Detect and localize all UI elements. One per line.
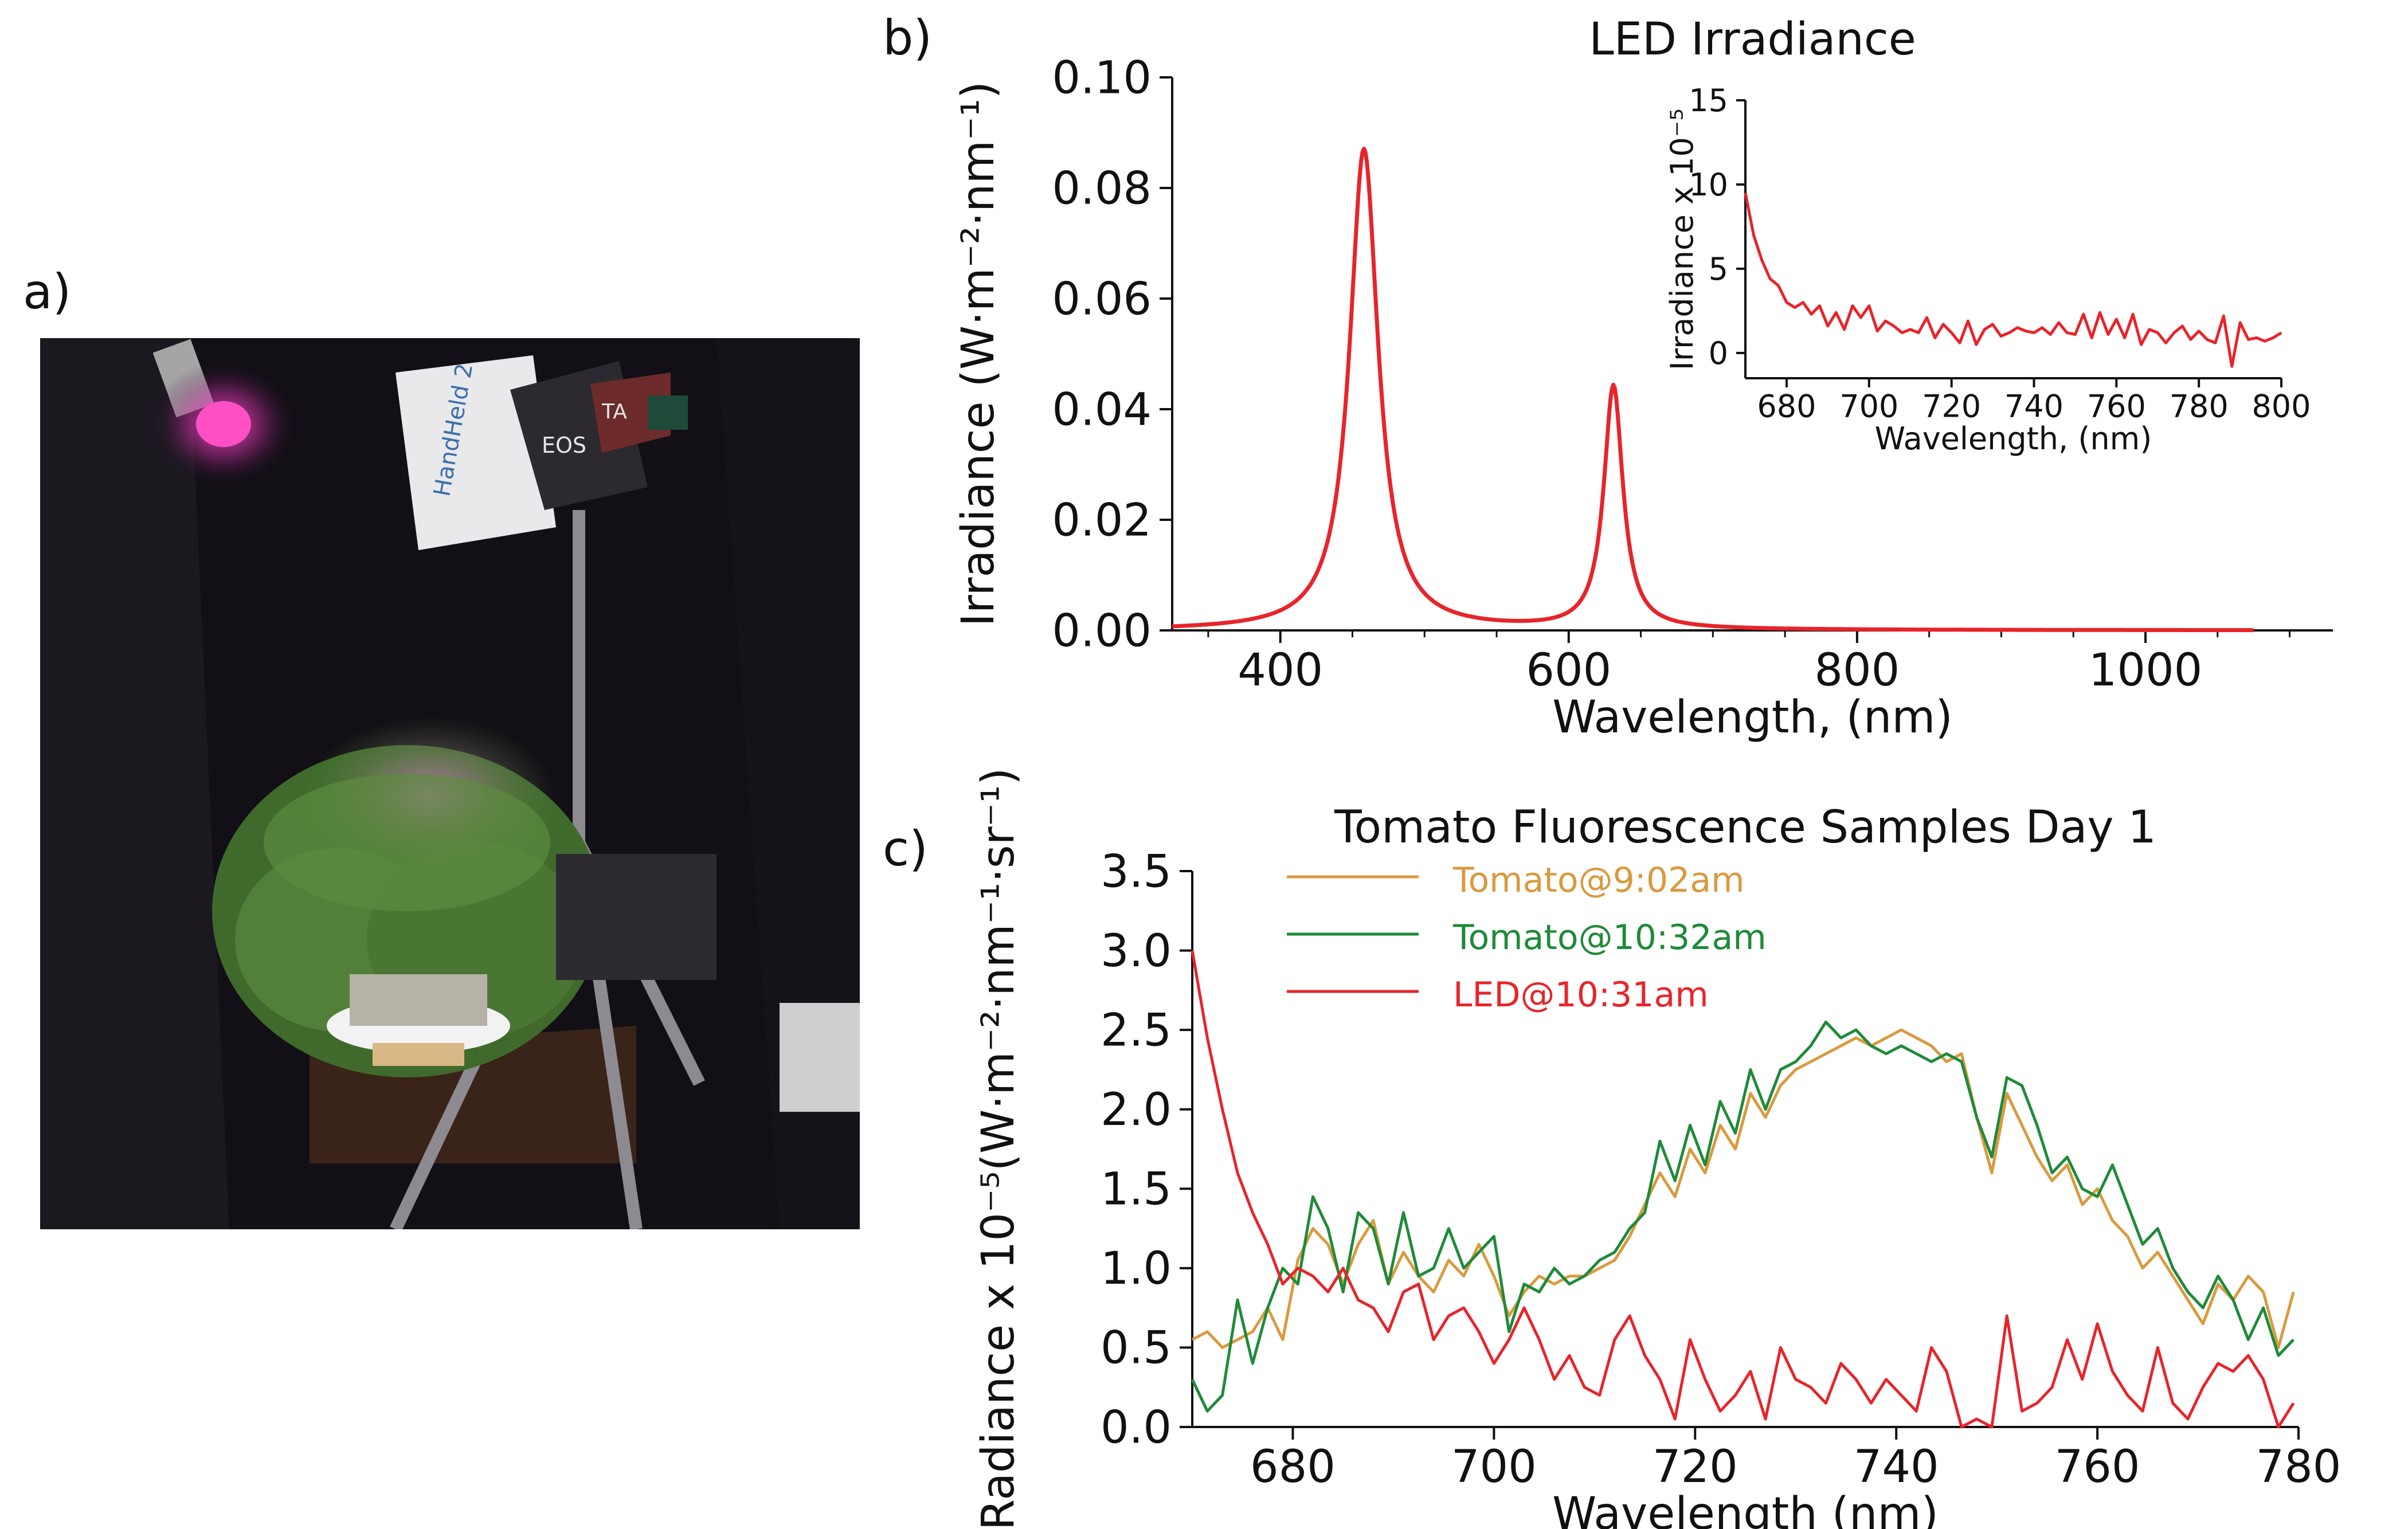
x-tick-label: 800 — [2252, 388, 2311, 424]
strap-text: TA — [601, 400, 627, 424]
x-tick-label: 700 — [1839, 388, 1898, 424]
chart-led-irradiance: 400 600 800 1000 0.00 0.02 0.04 0.06 0.08 0.10 LED… — [953, 14, 2333, 743]
panel-label-b: b) — [883, 10, 932, 66]
x-tick-label: 400 — [1238, 645, 1323, 696]
x-tick-label: 1000 — [2089, 645, 2203, 696]
y-tick-label: 2.0 — [1101, 1084, 1172, 1136]
panel-label-c: c) — [883, 821, 928, 877]
chart-tomato-fluorescence: 680 700 720 740 760 780 0.0 0.5 1.0 1.5 2.0 2.5 3.0 3… — [973, 768, 2341, 1529]
chart-title: LED Irradiance — [1589, 14, 1916, 65]
chart-title: Tomato Fluorescence Samples Day 1 — [1334, 802, 2156, 853]
chart-led-inset: 680 700 720 740 760 780 800 0 5 10 15 Wavelength, (… — [1664, 83, 2311, 457]
y-tick-label: 0.04 — [1052, 384, 1152, 436]
y-tick-label: 5 — [1709, 251, 1728, 287]
series-line-led-10-31am — [1191, 950, 2295, 1429]
series-line-led — [1172, 147, 2254, 632]
legend-label: Tomato@10:32am — [1452, 918, 1767, 958]
x-axis-label: Wavelength, (nm) — [1875, 421, 2152, 457]
camera-model-text: EOS — [542, 433, 586, 458]
y-tick-label: 0.10 — [1052, 52, 1152, 104]
x-tick-label: 740 — [1854, 1441, 1939, 1493]
pot-icon — [327, 974, 510, 1066]
y-tick-label: 0.08 — [1052, 163, 1152, 214]
x-tick-label: 680 — [1250, 1441, 1336, 1493]
x-tick-label: 780 — [2170, 388, 2229, 424]
x-tick-label: 680 — [1757, 388, 1816, 424]
spectrometer-camera-icon: HandHeld 2 EOS TA — [396, 355, 688, 550]
panel-label-a: a) — [23, 264, 72, 320]
y-tick-label: 0.5 — [1101, 1323, 1172, 1374]
y-tick-label: 2.5 — [1101, 1005, 1172, 1056]
legend-label: Tomato@9:02am — [1452, 860, 1745, 900]
y-axis-label: Irradiance (W·m⁻²·nm⁻¹) — [953, 81, 1004, 627]
x-tick-label: 760 — [2087, 388, 2146, 424]
series-line-tomato-9-02am — [1191, 1028, 2295, 1349]
y-tick-label: 1.5 — [1101, 1164, 1172, 1216]
x-tick-label: 740 — [2004, 388, 2064, 424]
x-tick-label: 760 — [2055, 1441, 2140, 1493]
series-line-led — [1744, 193, 2282, 368]
y-tick-label: 3.0 — [1101, 926, 1172, 977]
x-tick-label: 700 — [1451, 1441, 1537, 1493]
x-tick-label: 780 — [2256, 1441, 2342, 1493]
y-tick-label: 0.0 — [1101, 1402, 1172, 1453]
y-tick-label: 0.06 — [1052, 273, 1152, 325]
y-tick-label: 10 — [1689, 167, 1728, 203]
x-axis-label: Wavelength, (nm) — [1552, 692, 1953, 743]
y-tick-label: 15 — [1689, 83, 1728, 119]
y-tick-label: 0.00 — [1052, 605, 1152, 657]
y-tick-label: 0 — [1709, 335, 1728, 371]
tent-wall-left — [40, 338, 229, 1229]
led-lamp-icon — [149, 339, 298, 487]
y-tick-label: 3.5 — [1101, 846, 1172, 897]
x-tick-label: 600 — [1526, 645, 1611, 696]
photo-grow-tent: HandHeld 2 EOS TA — [40, 338, 860, 1229]
equipment-case — [556, 854, 716, 980]
y-axis-label: Irradiance x 10⁻⁵ — [1664, 108, 1700, 370]
legend-label: LED@10:31am — [1453, 975, 1709, 1015]
y-tick-label: 0.02 — [1052, 495, 1152, 546]
x-tick-label: 720 — [1922, 388, 1981, 424]
box-right — [780, 1003, 860, 1112]
x-tick-label: 800 — [1814, 645, 1900, 696]
y-axis-label: Radiance x 10⁻⁵(W·m⁻²·nm⁻¹·sr⁻¹) — [973, 768, 1024, 1529]
x-axis-label: Wavelength (nm) — [1552, 1488, 1939, 1529]
x-tick-label: 720 — [1653, 1441, 1738, 1493]
y-tick-label: 1.0 — [1101, 1243, 1172, 1295]
series-line-tomato-10-32am — [1191, 1020, 2295, 1413]
